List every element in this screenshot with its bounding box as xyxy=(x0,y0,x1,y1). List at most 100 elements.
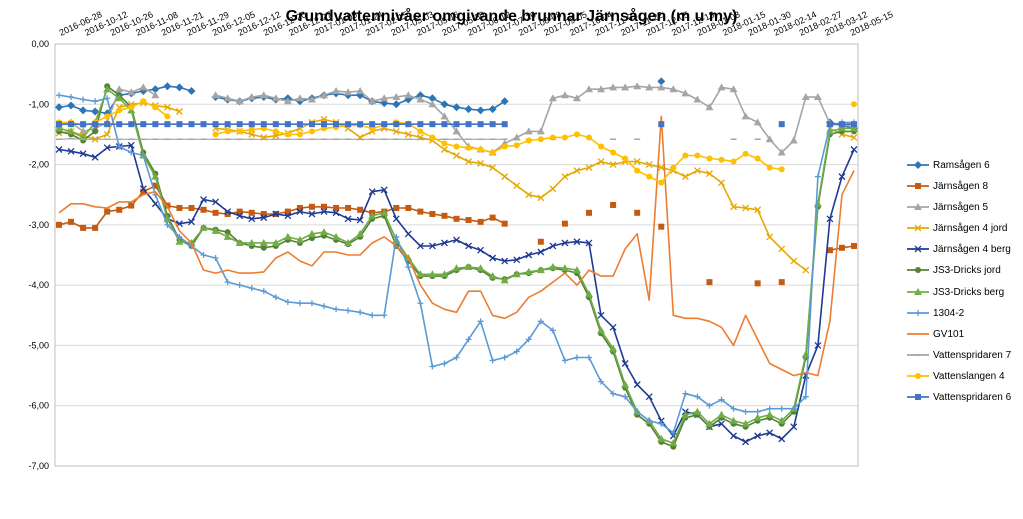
data-point xyxy=(598,143,605,150)
data-point xyxy=(706,279,713,286)
data-point xyxy=(128,104,135,111)
data-point xyxy=(914,245,922,253)
data-point xyxy=(200,196,208,203)
data-point xyxy=(55,103,63,112)
chart-title: Grundvattennivåer omgivande brunnar Järn… xyxy=(285,8,738,25)
data-point xyxy=(765,135,774,143)
data-point xyxy=(260,121,267,128)
data-point xyxy=(224,279,231,286)
data-point xyxy=(429,134,436,141)
data-point xyxy=(68,121,75,128)
data-point xyxy=(211,91,220,99)
data-point xyxy=(79,106,88,115)
data-point xyxy=(513,256,521,264)
data-point xyxy=(176,204,183,211)
data-point xyxy=(489,214,496,221)
data-point xyxy=(597,326,606,334)
data-point xyxy=(622,393,629,400)
data-point xyxy=(248,121,255,128)
data-point xyxy=(813,199,822,207)
data-point xyxy=(548,263,557,271)
data-point xyxy=(489,357,496,364)
data-point xyxy=(115,94,124,102)
data-point xyxy=(585,164,593,172)
data-point xyxy=(452,127,461,135)
data-point xyxy=(914,161,922,169)
data-point xyxy=(742,150,749,157)
data-point xyxy=(417,128,424,135)
legend-label: Vattenslangen 4 xyxy=(933,370,1005,382)
data-point xyxy=(778,121,785,128)
data-point xyxy=(357,121,364,128)
data-point xyxy=(802,266,810,274)
data-point xyxy=(657,434,666,442)
data-point xyxy=(914,224,922,232)
data-point xyxy=(501,121,508,128)
data-point xyxy=(477,218,484,225)
series-vattenslangen-4 xyxy=(56,98,857,186)
legend-swatch xyxy=(907,309,929,316)
data-point xyxy=(92,128,99,135)
data-point xyxy=(67,127,76,135)
legend-swatch xyxy=(907,372,929,379)
data-point xyxy=(260,214,268,222)
data-point xyxy=(392,93,401,101)
data-point xyxy=(308,300,315,307)
data-point xyxy=(730,158,737,165)
data-point xyxy=(248,215,256,223)
data-point xyxy=(224,229,231,236)
data-point xyxy=(80,121,87,128)
data-point xyxy=(212,131,219,138)
legend-swatch xyxy=(907,287,929,295)
data-point xyxy=(609,344,618,352)
data-point xyxy=(321,203,327,210)
data-point xyxy=(489,121,496,128)
data-point xyxy=(645,83,654,91)
data-point xyxy=(345,204,352,211)
data-point xyxy=(441,140,448,147)
data-point xyxy=(525,336,532,343)
data-point xyxy=(537,194,545,202)
data-point xyxy=(236,282,243,289)
legend-item: JS3-Dricks berg xyxy=(905,284,1023,305)
legend-item: Järnsågen 5 xyxy=(905,199,1023,220)
data-point xyxy=(429,121,436,128)
data-point xyxy=(453,143,460,150)
data-point xyxy=(573,131,580,138)
data-point xyxy=(236,208,243,215)
data-point xyxy=(585,290,593,298)
legend-swatch xyxy=(907,394,929,401)
data-point xyxy=(452,264,461,272)
data-point xyxy=(440,112,449,120)
data-point xyxy=(344,215,352,223)
data-point xyxy=(742,408,749,415)
data-point xyxy=(512,133,521,141)
data-point xyxy=(718,396,725,403)
legend-swatch xyxy=(907,203,929,211)
data-point xyxy=(670,164,677,171)
data-point xyxy=(440,239,448,247)
data-point xyxy=(489,254,497,262)
data-point xyxy=(850,124,858,132)
data-point xyxy=(524,267,533,275)
data-point xyxy=(284,299,291,306)
data-point xyxy=(380,208,389,216)
data-point xyxy=(694,393,701,400)
data-point xyxy=(440,270,449,278)
data-point xyxy=(417,208,424,215)
data-point xyxy=(573,167,581,175)
data-point xyxy=(428,94,437,103)
data-point xyxy=(333,306,340,313)
data-point xyxy=(915,267,921,274)
data-point xyxy=(561,239,569,247)
data-point xyxy=(753,413,762,421)
data-point xyxy=(586,209,592,216)
data-point xyxy=(283,97,292,105)
data-point xyxy=(658,179,665,186)
data-point xyxy=(500,276,509,284)
data-point xyxy=(235,97,244,105)
data-point xyxy=(669,439,678,447)
data-point xyxy=(753,118,762,126)
data-point xyxy=(730,405,737,412)
data-point xyxy=(598,378,605,385)
